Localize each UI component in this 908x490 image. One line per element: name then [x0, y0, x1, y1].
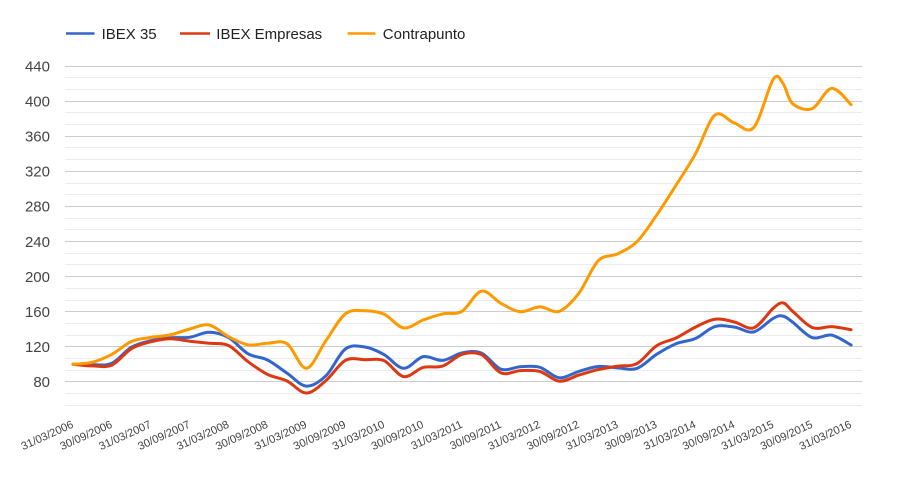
svg-text:Contrapunto: Contrapunto — [383, 26, 466, 43]
svg-text:400: 400 — [25, 93, 50, 110]
svg-text:120: 120 — [25, 339, 50, 356]
svg-text:440: 440 — [25, 58, 50, 75]
svg-text:80: 80 — [33, 374, 50, 391]
svg-text:IBEX 35: IBEX 35 — [102, 26, 157, 43]
svg-text:320: 320 — [25, 164, 50, 181]
svg-text:200: 200 — [25, 269, 50, 286]
svg-text:240: 240 — [25, 234, 50, 251]
svg-text:160: 160 — [25, 304, 50, 321]
svg-text:IBEX Empresas: IBEX Empresas — [216, 26, 322, 43]
svg-text:280: 280 — [25, 199, 50, 216]
svg-text:360: 360 — [25, 129, 50, 146]
